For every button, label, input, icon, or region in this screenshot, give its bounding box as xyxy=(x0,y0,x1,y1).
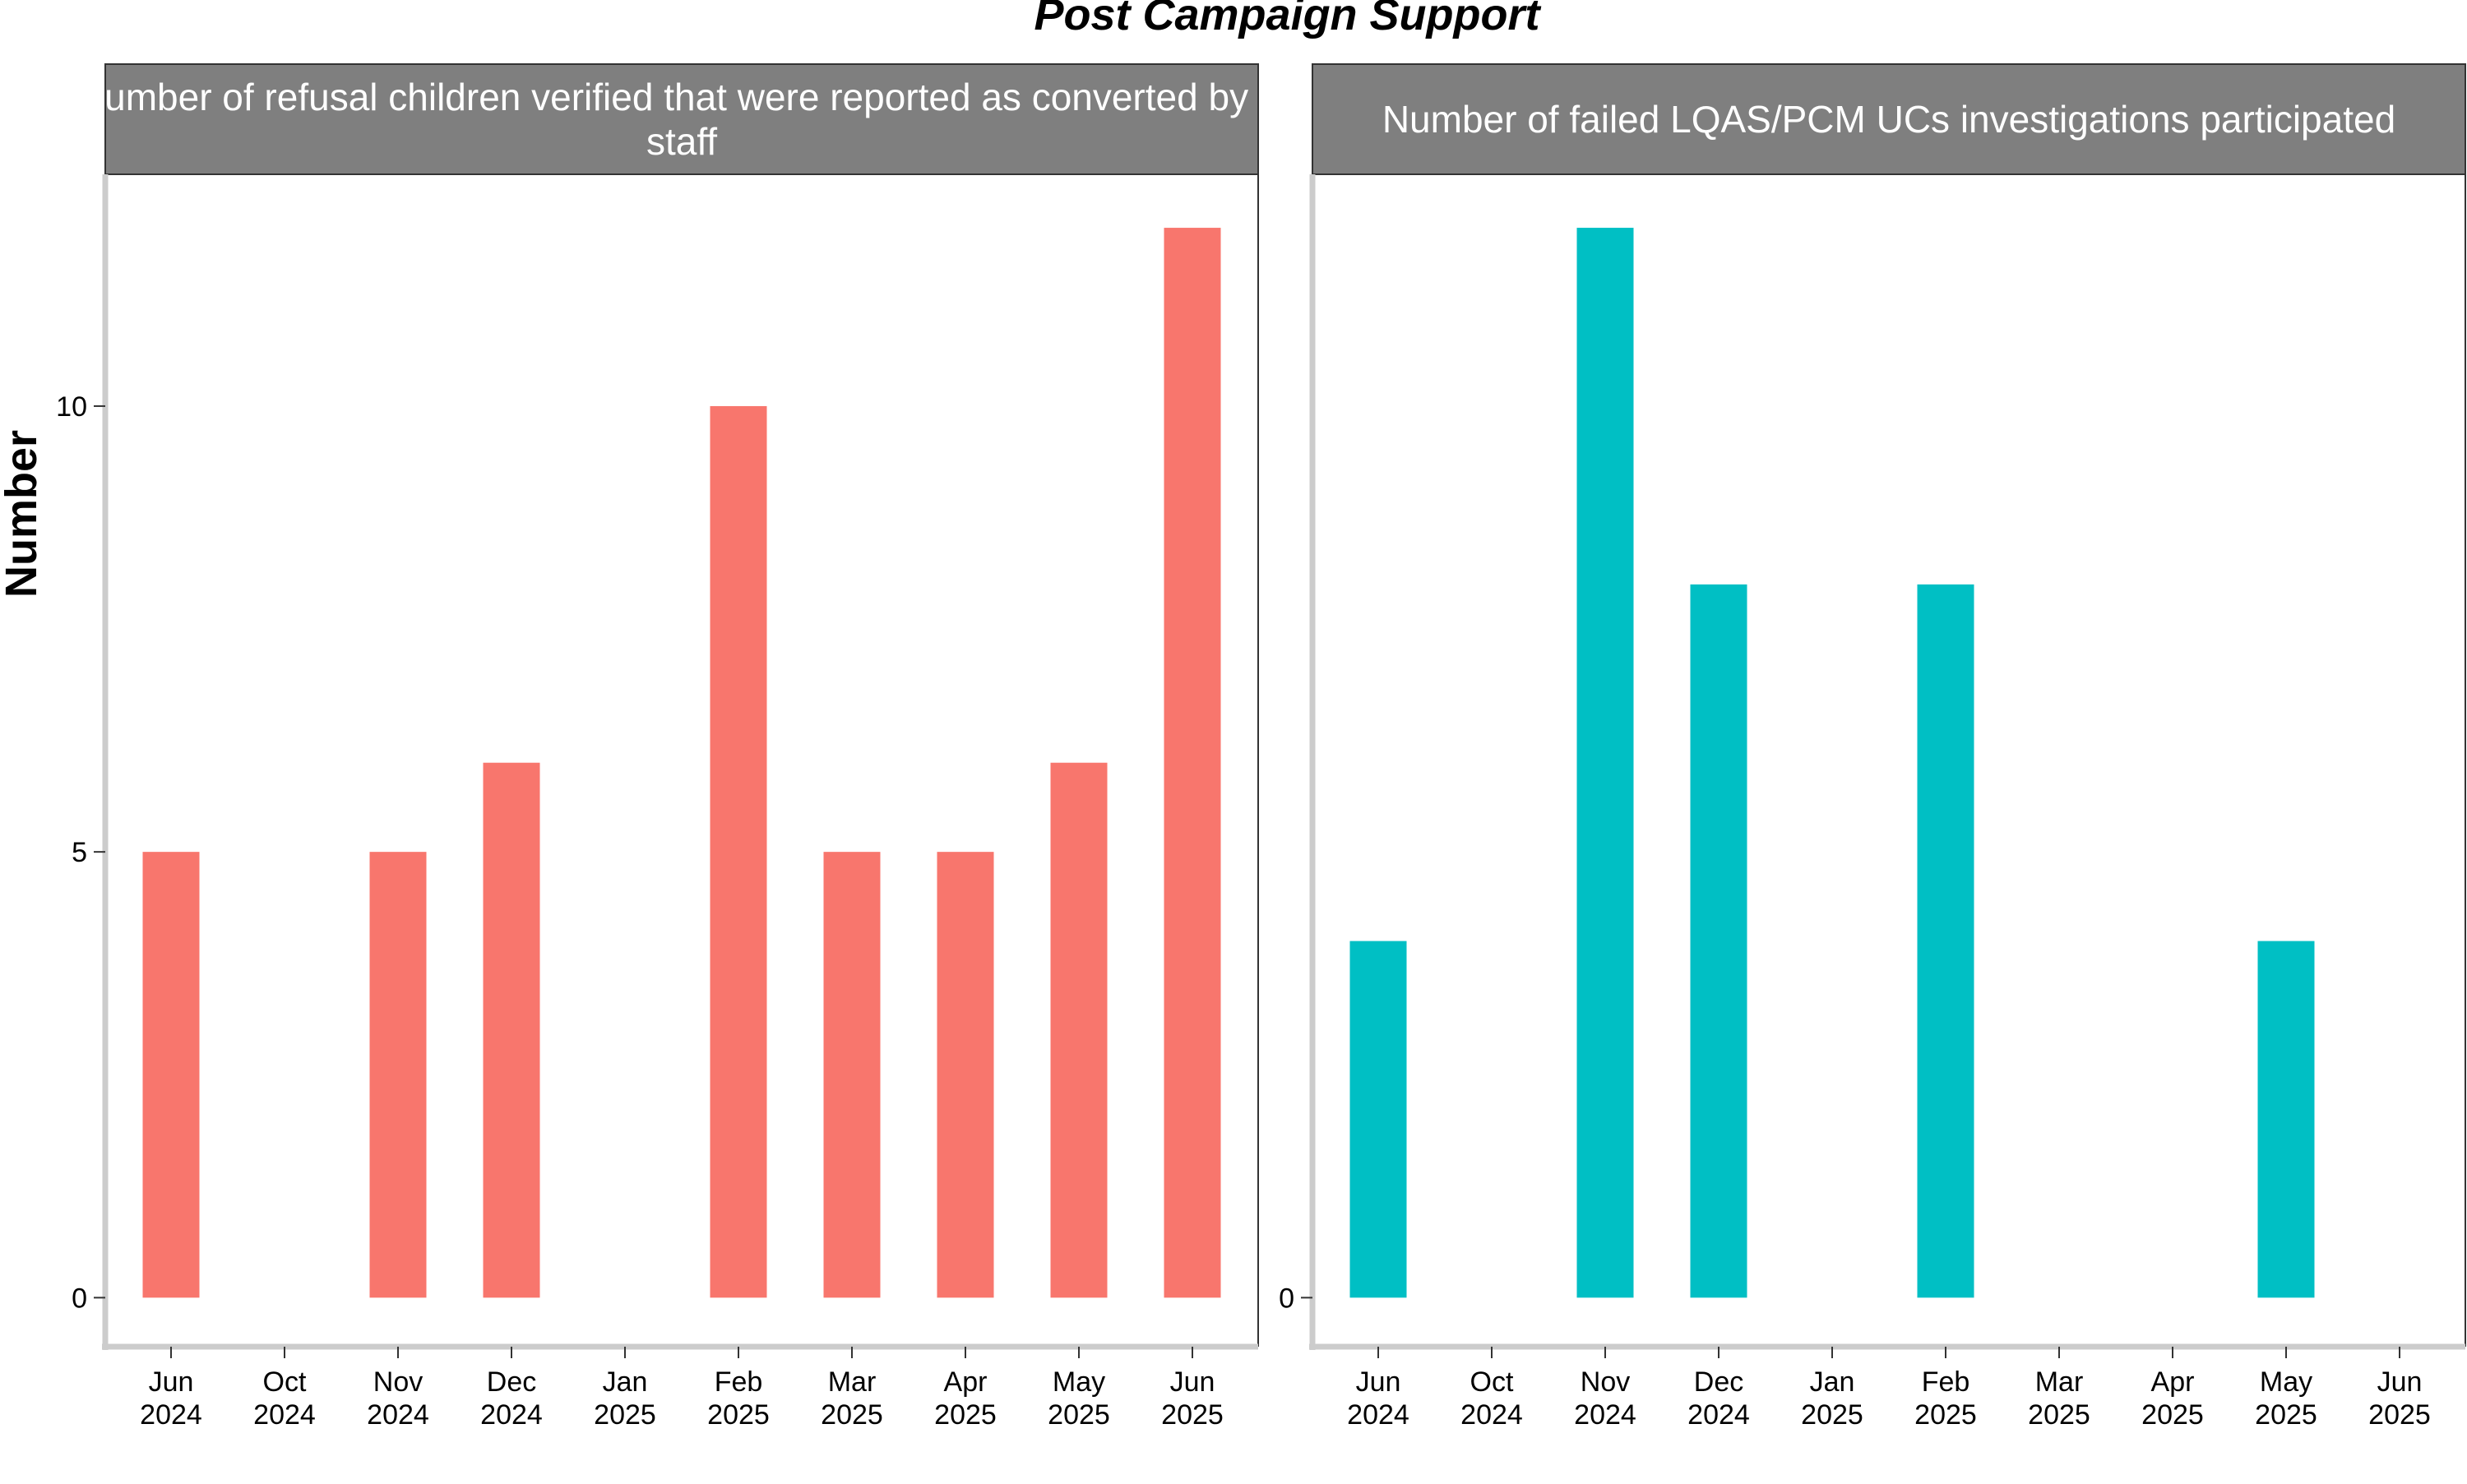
panel-1-bar-8 xyxy=(937,852,994,1298)
panel-1-x-tick-label-year-3: 2024 xyxy=(367,1399,429,1431)
panel-1-y-tick-label-10: 10 xyxy=(56,391,87,423)
panel-2-x-tick-label-year-1: 2024 xyxy=(1347,1399,1409,1431)
panel-1-x-tick-label-month-9: May xyxy=(1053,1366,1105,1398)
panel-2-bar-1 xyxy=(1349,941,1407,1298)
panel-1-bar-3 xyxy=(369,852,427,1298)
chart-title: Post Campaign Support xyxy=(1034,0,1541,39)
panel-1-x-tick-label-year-6: 2025 xyxy=(707,1399,770,1431)
panel-2-title-line-1: Number of failed LQAS/PCM UCs investigat… xyxy=(1382,98,2395,141)
panel-1-x-tick-label-month-7: Mar xyxy=(828,1366,877,1398)
panel-1-x-tick-label-year-1: 2024 xyxy=(140,1399,202,1431)
panel-1-x-tick-label-month-5: Jan xyxy=(603,1366,648,1398)
panel-1-y-tick-label-5: 5 xyxy=(72,837,87,868)
panel-1-x-tick-label-year-9: 2025 xyxy=(1048,1399,1110,1431)
panel-1-x-tick-label-year-4: 2024 xyxy=(480,1399,543,1431)
panel-2-x-tick-label-year-9: 2025 xyxy=(2255,1399,2317,1431)
panel-2-bar-6 xyxy=(1917,584,1974,1298)
panel-1-x-tick-label-month-4: Dec xyxy=(487,1366,536,1398)
panel-1-bar-7 xyxy=(823,852,881,1298)
panel-1-title-line-1: Number of refusal children verified that… xyxy=(77,76,1286,118)
panel-2-x-tick-label-month-9: May xyxy=(2260,1366,2312,1398)
panel-1-x-tick-label-year-8: 2025 xyxy=(934,1399,997,1431)
panel-2-x-tick-label-month-4: Dec xyxy=(1694,1366,1743,1398)
panel-1-x-tick-label-year-5: 2025 xyxy=(594,1399,656,1431)
panel-2-x-tick-label-year-5: 2025 xyxy=(1801,1399,1863,1431)
panel-2-x-tick-label-month-8: Apr xyxy=(2151,1366,2195,1398)
panel-2-x-tick-label-month-5: Jan xyxy=(1810,1366,1855,1398)
panel-2-x-tick-label-year-3: 2024 xyxy=(1574,1399,1636,1431)
panel-2-x-tick-label-year-4: 2024 xyxy=(1687,1399,1750,1431)
panel-1-bar-1 xyxy=(142,852,200,1298)
panel-2-bar-4 xyxy=(1690,584,1747,1298)
y-axis-label: Number xyxy=(0,430,46,598)
panel-2-y-tick-label-0: 0 xyxy=(1279,1283,1294,1314)
panel-2-x-tick-label-month-2: Oct xyxy=(1470,1366,1514,1398)
panel-2-bar-9 xyxy=(2257,941,2315,1298)
panel-1-x-tick-label-year-2: 2024 xyxy=(253,1399,316,1431)
panel-1-x-tick-label-month-6: Feb xyxy=(715,1366,763,1398)
panel-1-x-tick-label-month-1: Jun xyxy=(149,1366,194,1398)
panel-1-title-line-2: staff xyxy=(646,120,717,163)
panel-1-bar-9 xyxy=(1050,762,1108,1298)
panel-1-strip xyxy=(104,63,1259,175)
panel-2-x-tick-label-year-7: 2025 xyxy=(2028,1399,2090,1431)
panel-2-x-tick-label-month-6: Feb xyxy=(1922,1366,1970,1398)
panel-1-x-tick-label-year-10: 2025 xyxy=(1161,1399,1224,1431)
panel-2-x-tick-label-year-2: 2024 xyxy=(1460,1399,1523,1431)
panel-2-bar-3 xyxy=(1576,228,1634,1298)
panel-2-x-tick-label-year-10: 2025 xyxy=(2368,1399,2431,1431)
panel-1-x-tick-label-month-3: Nov xyxy=(373,1366,423,1398)
panel-2-strip xyxy=(1312,63,2466,175)
panel-1-bar-6 xyxy=(710,405,767,1298)
panel-2-x-tick-label-month-10: Jun xyxy=(2377,1366,2423,1398)
panel-2-x-tick-label-month-7: Mar xyxy=(2035,1366,2084,1398)
panel-1-x-tick-label-year-7: 2025 xyxy=(821,1399,883,1431)
panel-1-x-tick-label-month-10: Jun xyxy=(1170,1366,1215,1398)
panel-2-x-tick-label-year-8: 2025 xyxy=(2141,1399,2204,1431)
panel-1-x-tick-label-month-8: Apr xyxy=(944,1366,988,1398)
panel-1-x-tick-label-month-2: Oct xyxy=(263,1366,307,1398)
panel-1-bar-4 xyxy=(483,762,540,1298)
panel-1-bar-10 xyxy=(1164,228,1221,1298)
panel-2-x-tick-label-month-1: Jun xyxy=(1356,1366,1401,1398)
panel-1-y-tick-label-0: 0 xyxy=(72,1283,87,1314)
panel-2-x-tick-label-month-3: Nov xyxy=(1581,1366,1630,1398)
panel-2-x-tick-label-year-6: 2025 xyxy=(1914,1399,1977,1431)
